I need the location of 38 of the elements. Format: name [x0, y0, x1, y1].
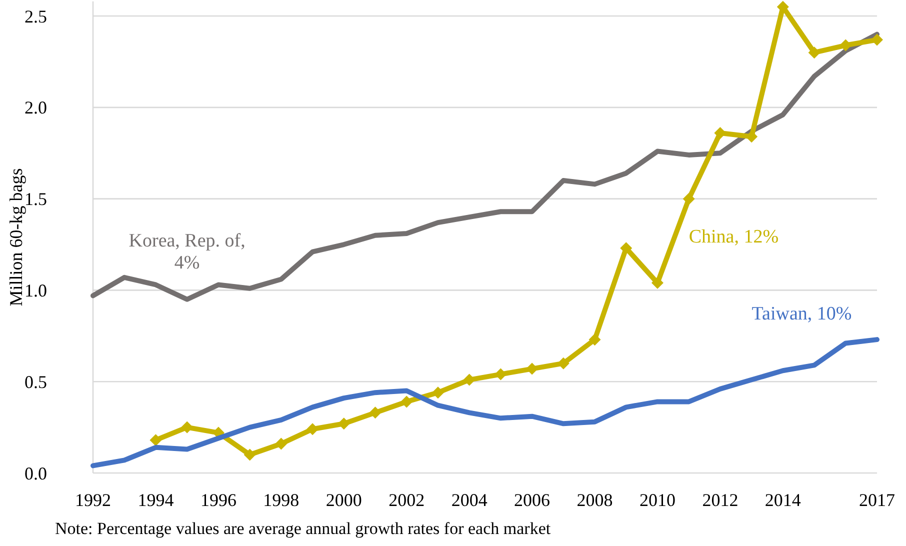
- x-tick-label: 2006: [514, 490, 550, 510]
- series-label: Korea, Rep. of, 4%: [128, 230, 246, 274]
- point: [588, 334, 601, 346]
- y-axis-title: Million 60-kg bags: [6, 168, 26, 306]
- x-tick-label: 2010: [639, 490, 676, 510]
- x-tick-label: 2004: [451, 490, 488, 510]
- y-tick-label: 2.0: [24, 98, 47, 118]
- series-label: China, 12%: [688, 226, 779, 248]
- y-tick-label: 1.5: [24, 189, 47, 210]
- point: [557, 357, 570, 370]
- x-tick-label: 1996: [200, 490, 236, 510]
- x-tick-label: 2014: [764, 490, 801, 510]
- point: [432, 386, 444, 399]
- x-tick-label: 2000: [326, 490, 362, 510]
- x-tick-label: 2008: [576, 490, 613, 510]
- point: [871, 34, 883, 46]
- y-tick-label: 0.5: [24, 372, 47, 392]
- x-tick-label: 1994: [138, 490, 174, 510]
- y-tick-label: 1.0: [24, 280, 47, 301]
- y-tick-label: 2.5: [24, 6, 47, 26]
- x-tick-label: 2002: [388, 490, 425, 510]
- point: [275, 438, 288, 450]
- x-tick-label: 1992: [75, 490, 111, 510]
- x-tick-label: 1998: [263, 490, 300, 510]
- point: [181, 421, 194, 434]
- point: [620, 242, 632, 254]
- point: [682, 192, 695, 205]
- point: [369, 406, 382, 419]
- point: [651, 276, 664, 289]
- series-label: Taiwan, 10%: [752, 303, 852, 324]
- x-tick-label: 2012: [702, 490, 738, 510]
- x-tick-label: 2017: [859, 490, 895, 510]
- point: [808, 46, 820, 59]
- point: [150, 434, 162, 446]
- text: Note: Percentage values are average annual growth rates for each market: [55, 519, 551, 538]
- y-tick-label: 0.0: [24, 463, 47, 484]
- point: [400, 396, 413, 408]
- point: [244, 448, 256, 461]
